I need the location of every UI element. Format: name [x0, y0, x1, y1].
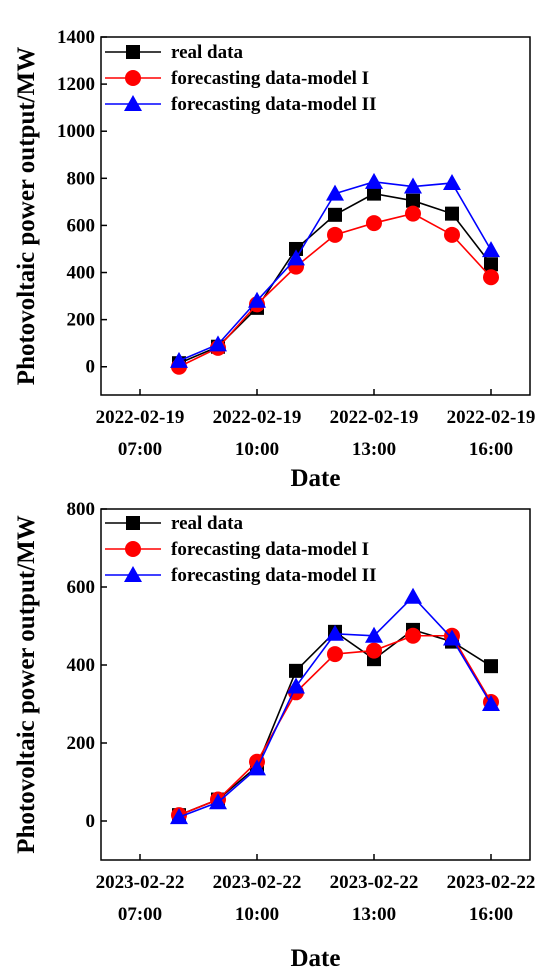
y-tick-label: 400: [67, 655, 96, 676]
data-point: [444, 226, 460, 243]
data-point: [287, 677, 305, 694]
series-triangle: [170, 587, 500, 825]
series-circle: [171, 205, 499, 375]
legend-marker: [125, 70, 141, 86]
data-point: [405, 627, 421, 644]
y-tick-label: 1000: [57, 121, 95, 142]
data-point: [326, 184, 344, 201]
chart-top: 0 200 400 600 800 1000 1200 1400 2022-02-19 07:00…: [13, 27, 536, 492]
data-point: [248, 291, 266, 308]
data-point: [365, 626, 383, 643]
legend-label: forecasting data-model I: [171, 68, 369, 89]
data-point: [327, 646, 343, 663]
y-tick-label: 800: [67, 168, 96, 189]
data-point: [404, 587, 422, 604]
data-point: [366, 642, 382, 659]
data-point: [443, 174, 461, 191]
data-point: [406, 193, 420, 208]
chart-panel-top: 0 200 400 600 800 1000 1200 1400 2022-02-19 07:00…: [13, 27, 536, 492]
plot-frame: [100, 508, 531, 861]
x-axis-title: Date: [291, 465, 341, 492]
legend-marker: [126, 516, 140, 530]
y-axis-title: Photovoltaic power output/MW: [13, 47, 40, 385]
data-point: [404, 177, 422, 194]
legend-marker: [124, 95, 142, 111]
data-point: [367, 186, 381, 201]
y-tick-label: 0: [86, 811, 96, 832]
x-tick-label-date: 2023-02-22: [213, 872, 302, 893]
data-point: [170, 351, 188, 368]
legend-marker: [125, 541, 141, 557]
data-point: [248, 759, 266, 776]
data-point: [366, 215, 382, 232]
y-tick-label: 400: [67, 263, 96, 284]
x-axis-title: Date: [291, 945, 341, 972]
data-point: [209, 793, 227, 810]
data-point: [445, 206, 459, 221]
data-point: [326, 624, 344, 641]
y-tick-label: 0: [86, 357, 96, 378]
legend-label: forecasting data-model II: [171, 94, 376, 115]
x-tick-label-time: 07:00: [118, 439, 162, 460]
x-tick-label-time: 10:00: [235, 904, 279, 925]
data-point: [482, 241, 500, 258]
data-point: [482, 695, 500, 711]
data-point: [328, 207, 342, 222]
data-point: [209, 335, 227, 352]
legend-marker: [124, 566, 142, 582]
series-triangle: [170, 172, 500, 368]
data-point: [483, 269, 499, 286]
data-point: [170, 808, 188, 825]
legend-label: real data: [171, 42, 243, 63]
x-tick-label-time: 16:00: [469, 904, 513, 925]
x-tick-label-time: 16:00: [469, 439, 513, 460]
x-tick-label-date: 2022-02-19: [96, 407, 185, 428]
y-tick-label: 200: [67, 733, 96, 754]
chart-bottom: 0 200 400 600 800 2023-02-22 07:00 2023-02-22 10…: [13, 499, 536, 972]
data-point: [365, 172, 383, 189]
x-tick-label-date: 2022-02-19: [330, 407, 419, 428]
data-point: [405, 205, 421, 222]
x-tick-label-date: 2023-02-22: [96, 872, 185, 893]
x-tick-label-time: 13:00: [352, 439, 396, 460]
x-tick-label-date: 2022-02-19: [447, 407, 536, 428]
y-tick-label: 600: [67, 577, 96, 598]
legend: real data forecasting data-model I forecas…: [105, 513, 376, 586]
data-point: [443, 629, 461, 646]
series-circle: [171, 627, 499, 824]
y-tick-label: 600: [67, 215, 96, 236]
data-point: [287, 249, 305, 266]
chart-panel-bottom: 0 200 400 600 800 2023-02-22 07:00 2023-02-22 10…: [0, 494, 550, 978]
x-tick-label-time: 10:00: [235, 439, 279, 460]
data-point: [327, 226, 343, 243]
series-line: [178, 634, 492, 816]
x-tick-label-date: 2023-02-22: [447, 872, 536, 893]
y-tick-label: 1200: [57, 74, 95, 95]
x-tick-label-time: 07:00: [118, 904, 162, 925]
y-axis-title: Photovoltaic power output/MW: [13, 515, 40, 853]
legend-label: real data: [171, 513, 243, 534]
plot-frame: [100, 36, 531, 396]
legend-label: forecasting data-model II: [171, 565, 376, 586]
y-tick-label: 800: [67, 499, 96, 520]
x-tick-label-date: 2022-02-19: [213, 407, 302, 428]
y-tick-label: 1400: [57, 27, 95, 48]
data-point: [484, 659, 498, 674]
x-tick-label-date: 2023-02-22: [330, 872, 419, 893]
legend: real data forecasting data-model I forecas…: [105, 42, 376, 115]
legend-marker: [126, 45, 140, 59]
x-tick-label-time: 13:00: [352, 904, 396, 925]
data-point: [484, 257, 498, 272]
data-point: [289, 663, 303, 678]
legend-label: forecasting data-model I: [171, 539, 369, 560]
y-tick-label: 200: [67, 310, 96, 331]
